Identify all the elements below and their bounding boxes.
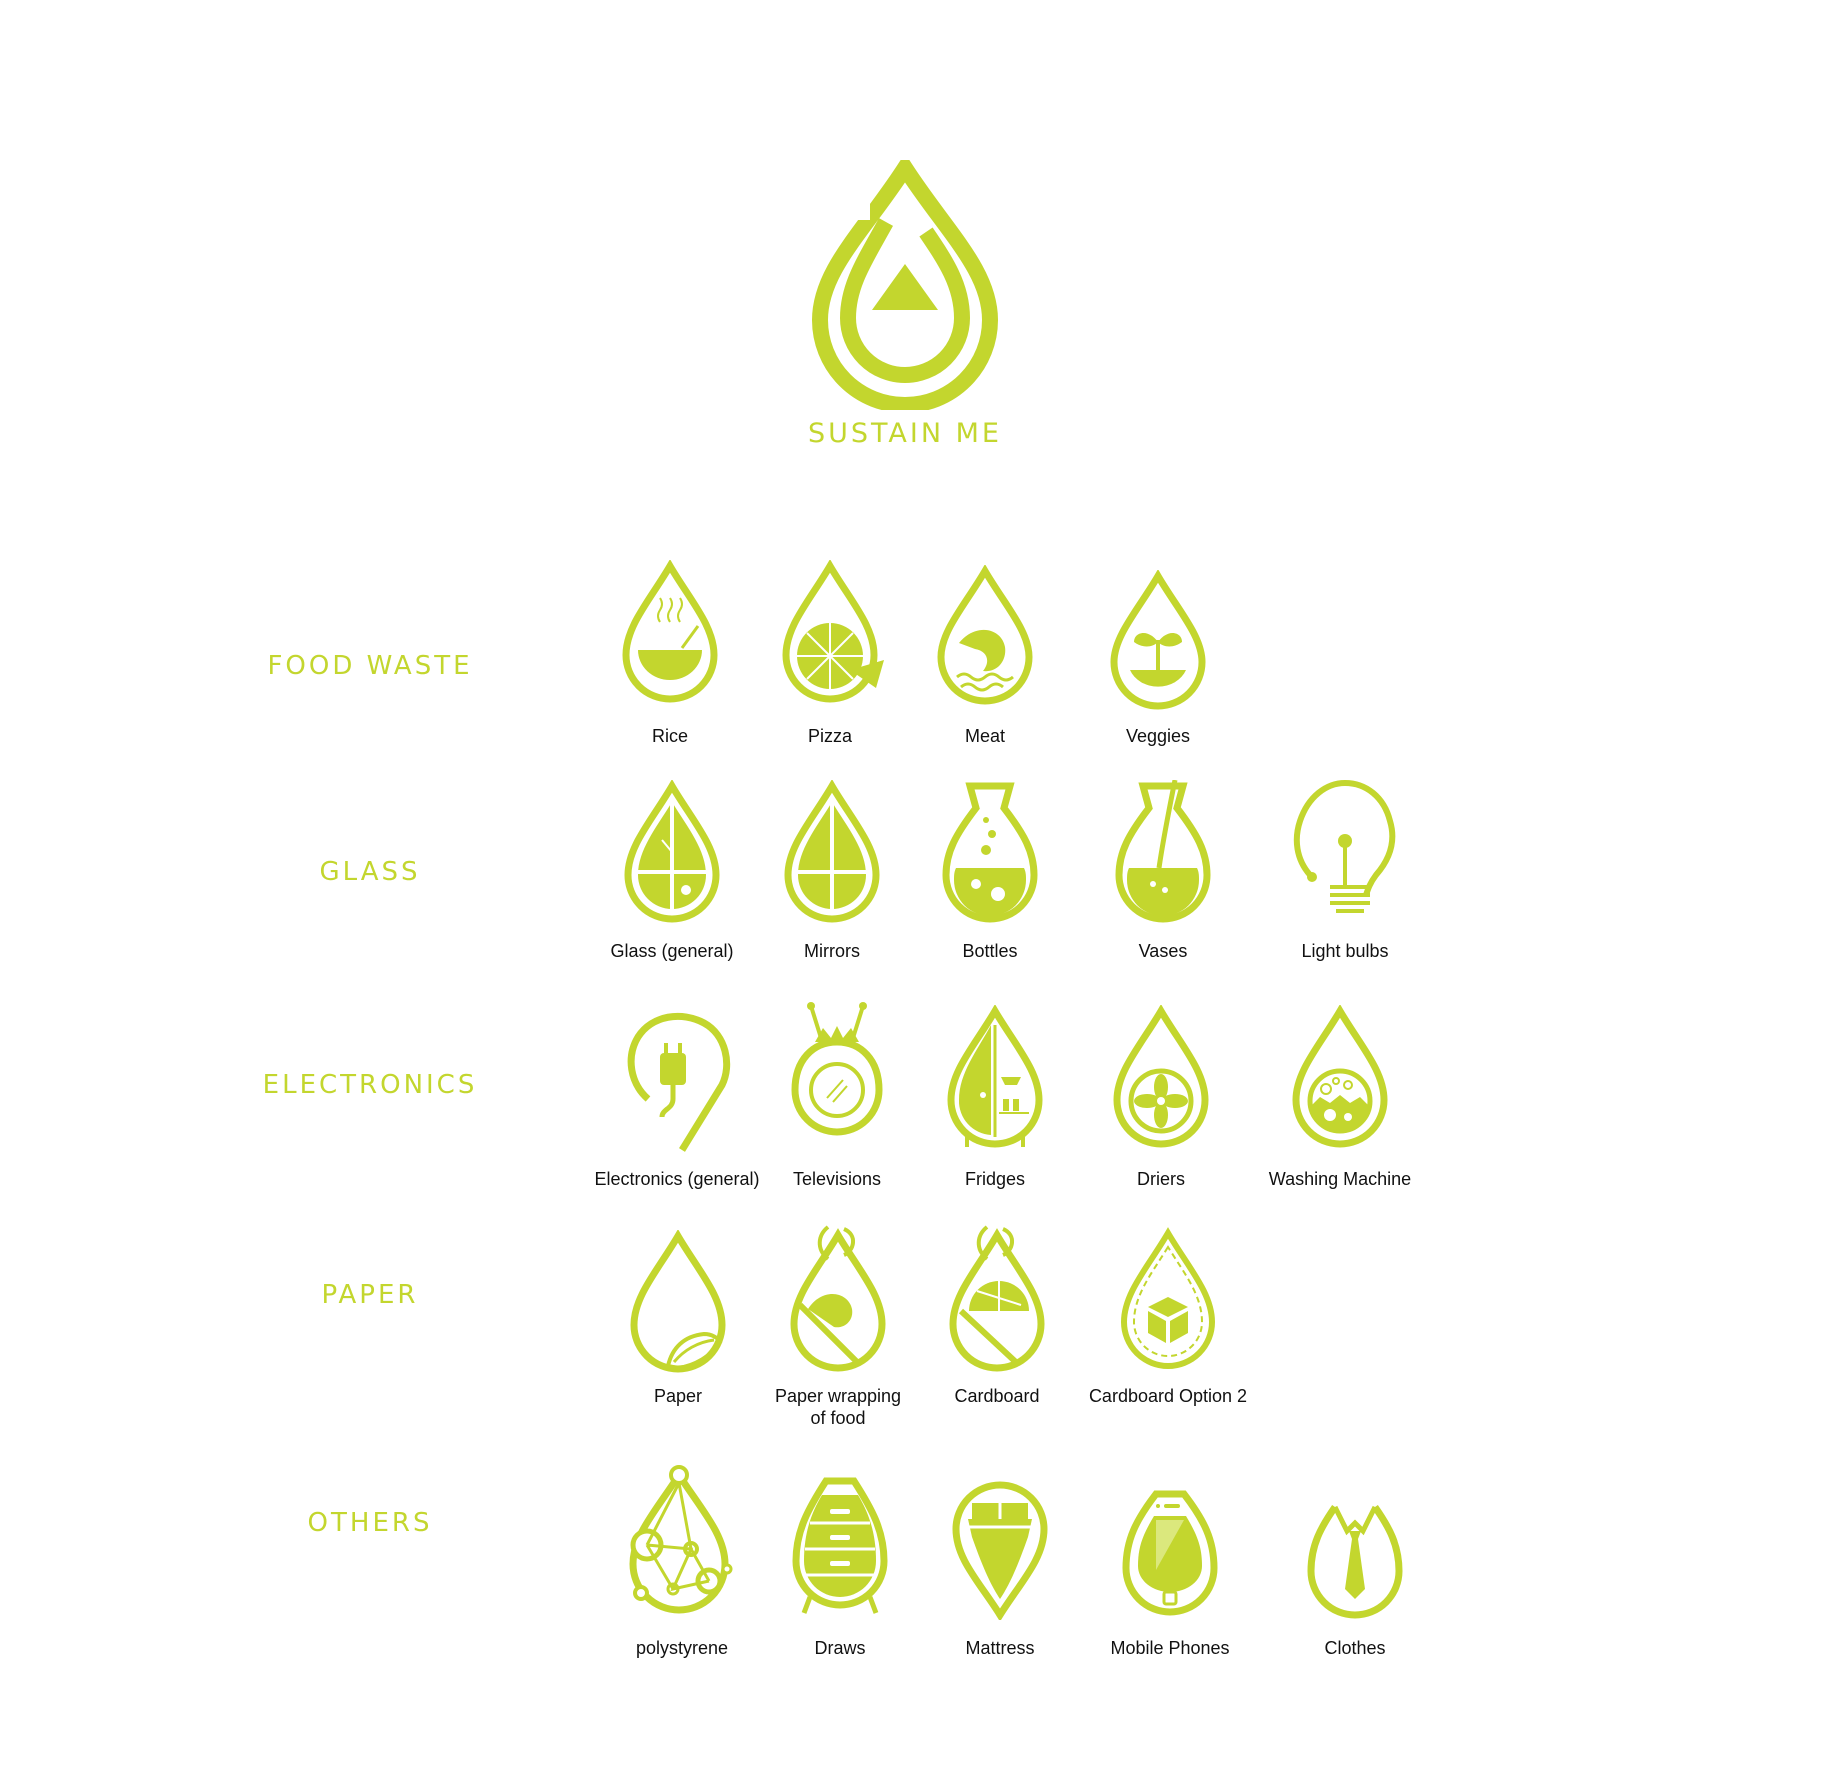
item-label: Meat [964, 726, 1006, 746]
item-label: Clothes [1324, 1638, 1386, 1658]
item-paper-wrapping[interactable]: Paper wrapping of food [733, 1225, 943, 1435]
mattress-icon [952, 1481, 1048, 1620]
item-label: Electronics (general) [594, 1169, 760, 1189]
polystyrene-icon [629, 1465, 733, 1614]
item-label: Vases [1138, 941, 1188, 961]
item-televisions[interactable]: Televisions [732, 1000, 942, 1190]
item-label: Fridges [964, 1169, 1026, 1189]
drop-logo-icon [810, 153, 999, 413]
item-label: Mobile Phones [1110, 1638, 1230, 1658]
item-cardboard-option-2[interactable]: Cardboard Option 2 [1063, 1225, 1273, 1415]
drawers-icon [792, 1477, 888, 1614]
item-label: Televisions [792, 1169, 882, 1189]
rice-bowl-icon [622, 560, 718, 703]
television-icon [791, 1002, 883, 1136]
item-cardboard[interactable]: Cardboard [892, 1225, 1102, 1415]
brand-name: SUSTAIN ME [807, 418, 1002, 449]
item-label: Cardboard Option 2 [1088, 1386, 1248, 1406]
item-mirrors[interactable]: Mirrors [727, 780, 937, 961]
item-draws[interactable]: Draws [735, 1475, 945, 1658]
light-bulb-icon [1293, 779, 1396, 913]
food-wrap-icon [790, 1225, 886, 1372]
item-label: Veggies [1125, 726, 1191, 746]
item-washing-machine[interactable]: Washing Machine [1235, 1005, 1445, 1190]
mobile-phone-icon [1122, 1490, 1218, 1616]
item-glass-general[interactable]: Glass (general) [567, 780, 777, 961]
cardboard-icon [949, 1225, 1045, 1372]
sprout-icon [1110, 570, 1206, 710]
item-fridges[interactable]: Fridges [890, 1005, 1100, 1190]
category-electronics: ELECTRONICS [262, 1070, 478, 1100]
pizza-icon [782, 560, 884, 703]
paper-icon [630, 1230, 726, 1373]
item-label: Paper [653, 1386, 703, 1406]
shirt-icon [1307, 1504, 1403, 1619]
window-icon [624, 780, 720, 923]
item-meat[interactable]: Meat [880, 565, 1090, 750]
item-label: Light bulbs [1301, 941, 1389, 961]
item-driers[interactable]: Driers [1056, 1005, 1266, 1190]
item-label: Paper wrapping of food [774, 1386, 902, 1428]
category-food-waste: FOOD WASTE [267, 651, 473, 681]
item-label: Glass (general) [610, 941, 734, 961]
category-paper: PAPER [321, 1280, 419, 1310]
item-paper[interactable]: Paper [573, 1230, 783, 1415]
category-others: OTHERS [307, 1508, 433, 1538]
item-vases[interactable]: Vases [1058, 780, 1268, 961]
item-mobile-phones[interactable]: Mobile Phones [1065, 1490, 1275, 1658]
fan-icon [1113, 1005, 1209, 1148]
item-label: Draws [814, 1638, 866, 1658]
sustain-me-logo [810, 153, 1000, 413]
washing-machine-icon [1292, 1005, 1388, 1148]
item-pizza[interactable]: Pizza [725, 560, 935, 750]
bottle-icon [942, 782, 1038, 923]
item-label: Washing Machine [1268, 1169, 1412, 1189]
item-mattress[interactable]: Mattress [895, 1475, 1105, 1658]
item-polystyrene[interactable]: polystyrene [577, 1465, 787, 1658]
item-electronics-general[interactable]: Electronics (general) [572, 1005, 782, 1190]
category-glass: GLASS [319, 857, 421, 887]
item-rice[interactable]: Rice [565, 560, 775, 750]
plug-icon [627, 1012, 731, 1152]
item-label: Mattress [965, 1638, 1035, 1658]
item-label: Driers [1137, 1169, 1185, 1189]
item-veggies[interactable]: Veggies [1053, 570, 1263, 750]
fish-icon [937, 565, 1033, 705]
item-light-bulbs[interactable]: Light bulbs [1240, 775, 1450, 961]
item-label: Rice [651, 726, 688, 746]
item-label: polystyrene [635, 1638, 729, 1658]
item-label: Pizza [807, 726, 852, 746]
box-icon [1120, 1227, 1216, 1369]
item-clothes[interactable]: Clothes [1250, 1495, 1460, 1658]
item-bottles[interactable]: Bottles [885, 780, 1095, 961]
item-label: Cardboard [954, 1386, 1040, 1406]
mirror-icon [784, 780, 880, 923]
item-label: Mirrors [804, 941, 860, 961]
item-label: Bottles [962, 941, 1018, 961]
vase-icon [1115, 780, 1211, 923]
fridge-icon [947, 1005, 1043, 1148]
